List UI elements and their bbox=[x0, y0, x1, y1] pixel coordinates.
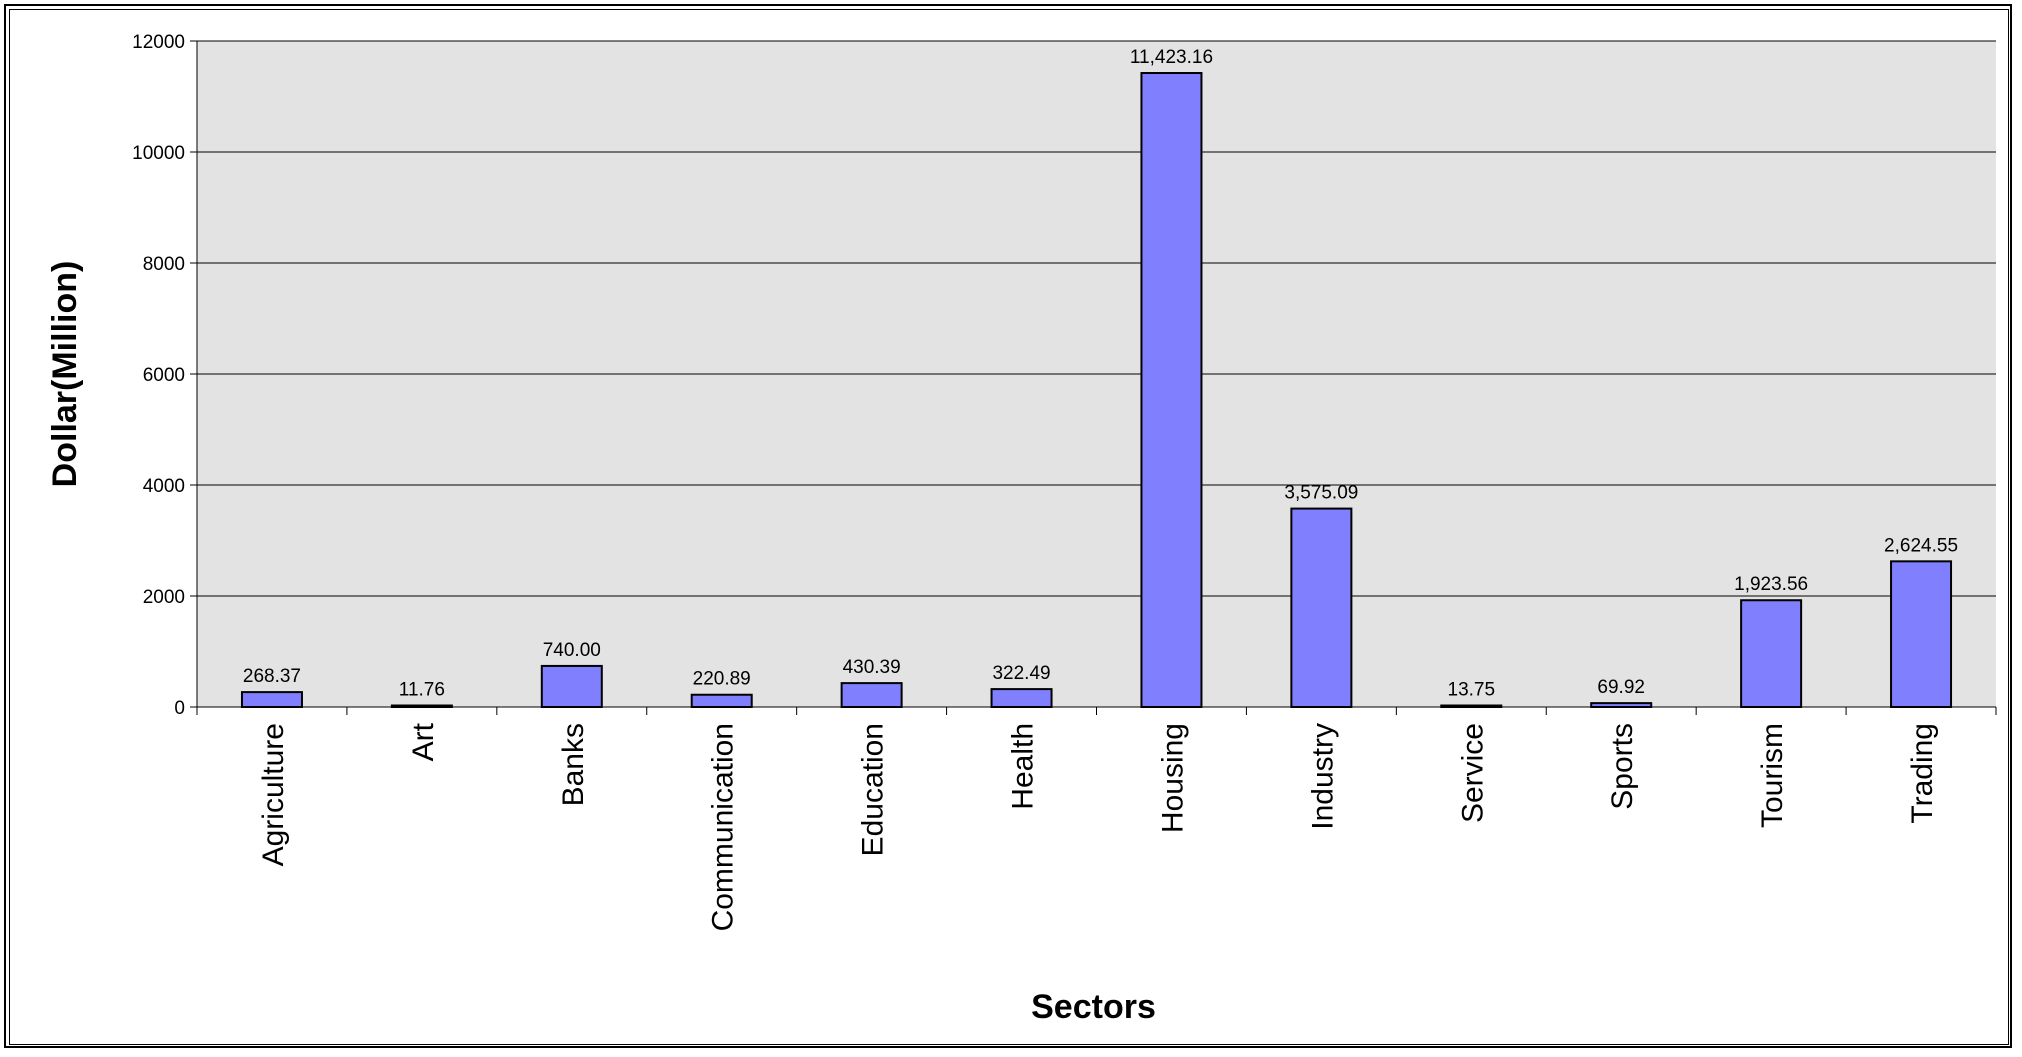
x-tick-label-health: Health bbox=[1007, 723, 1040, 810]
bar-education bbox=[840, 682, 903, 708]
chart-frame-inner bbox=[9, 9, 2009, 1045]
bar-sports bbox=[1590, 702, 1653, 709]
data-label-agriculture: 268.37 bbox=[243, 666, 301, 687]
bar-trading bbox=[1890, 560, 1953, 708]
x-tick-label-trading: Trading bbox=[1906, 723, 1939, 824]
x-tick-label-art: Art bbox=[407, 722, 440, 761]
bar-agriculture bbox=[240, 691, 303, 709]
y-axis-title: Dollar(Million) bbox=[46, 261, 84, 488]
bar-tourism bbox=[1740, 599, 1803, 709]
data-label-industry: 3,575.09 bbox=[1284, 483, 1358, 504]
x-tick-label-industry: Industry bbox=[1306, 723, 1339, 830]
x-tick-label-education: Education bbox=[857, 723, 890, 856]
data-labels: 268.37 11.76 740.00 220.89 430.39 322.49 11,42… bbox=[243, 47, 1958, 700]
y-tick-label: 4000 bbox=[143, 476, 185, 497]
bar-health bbox=[990, 688, 1053, 709]
x-axis-title: Sectors bbox=[1031, 988, 1156, 1026]
y-tick-label: 6000 bbox=[143, 365, 185, 386]
y-axis-ticks: 0 2000 4000 6000 8000 10000 12000 bbox=[132, 32, 197, 719]
data-label-housing: 11,423.16 bbox=[1130, 47, 1213, 68]
y-tick-label: 0 bbox=[174, 698, 185, 719]
chart-frame bbox=[4, 4, 2012, 1048]
x-tick-label-service: Service bbox=[1456, 723, 1489, 823]
x-tick-label-banks: Banks bbox=[557, 723, 590, 806]
x-axis-ticks: Agriculture Art Banks Communication Educatio… bbox=[196, 707, 1997, 931]
x-tick-label-agriculture: Agriculture bbox=[257, 723, 290, 866]
x-tick-label-tourism: Tourism bbox=[1756, 723, 1789, 828]
y-tick-label: 8000 bbox=[143, 254, 185, 275]
bar-housing bbox=[1140, 72, 1203, 708]
data-label-banks: 740.00 bbox=[543, 640, 601, 661]
data-label-education: 430.39 bbox=[843, 657, 901, 678]
data-label-sports: 69.92 bbox=[1597, 677, 1645, 698]
x-tick-label-housing: Housing bbox=[1156, 723, 1189, 833]
x-tick-label-communication: Communication bbox=[707, 723, 740, 931]
y-tick-label: 10000 bbox=[132, 143, 185, 164]
data-label-communication: 220.89 bbox=[693, 669, 751, 690]
data-label-art: 11.76 bbox=[399, 680, 445, 701]
data-label-service: 13.75 bbox=[1448, 680, 1496, 701]
bar-banks bbox=[540, 664, 603, 708]
bar-communication bbox=[690, 693, 753, 708]
y-tick-label: 12000 bbox=[132, 32, 185, 53]
data-label-trading: 2,624.55 bbox=[1884, 535, 1958, 556]
y-tick-label: 2000 bbox=[143, 587, 185, 608]
data-label-tourism: 1,923.56 bbox=[1734, 574, 1808, 595]
data-label-health: 322.49 bbox=[992, 663, 1050, 684]
bars bbox=[240, 72, 1953, 709]
x-tick-label-sports: Sports bbox=[1606, 723, 1639, 810]
bar-industry bbox=[1290, 507, 1353, 709]
